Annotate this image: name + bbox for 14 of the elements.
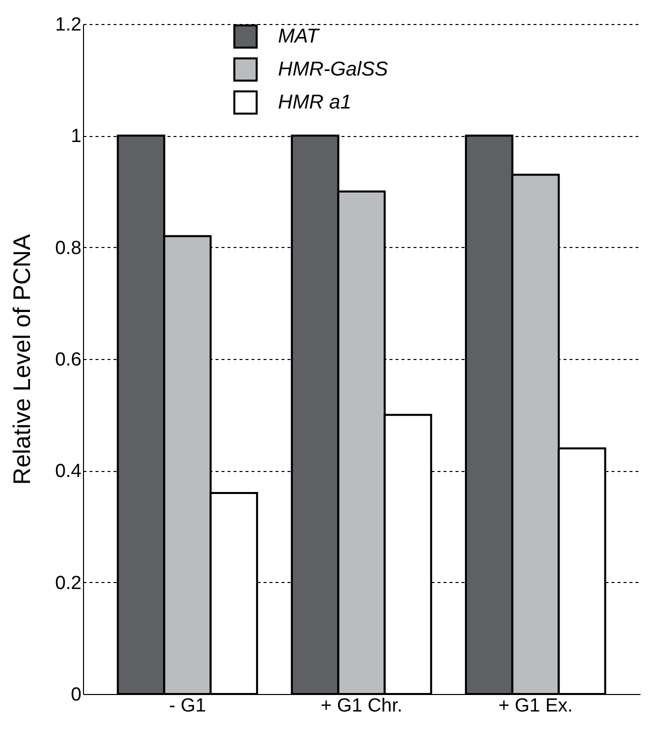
legend-label: HMR-GalSS	[278, 58, 389, 80]
y-tick-label: 1.2	[55, 14, 82, 36]
y-tick-label: 0	[70, 684, 82, 706]
y-axis-title: Relative Level of PCNA	[9, 234, 36, 485]
legend-label: MAT	[278, 26, 321, 48]
x-tick-label: + G1 Ex.	[498, 696, 573, 716]
y-tick-label: 0.4	[55, 461, 82, 482]
y-tick-label: 0.2	[55, 572, 82, 594]
x-tick-label: + G1 Chr.	[320, 696, 402, 716]
x-tick-label: - G1	[168, 696, 206, 716]
legend-label: HMR a1	[278, 92, 352, 114]
y-tick-label: 0.6	[55, 350, 82, 370]
y-tick-label: 1	[70, 126, 82, 148]
y-tick-label: 0.8	[55, 238, 82, 259]
